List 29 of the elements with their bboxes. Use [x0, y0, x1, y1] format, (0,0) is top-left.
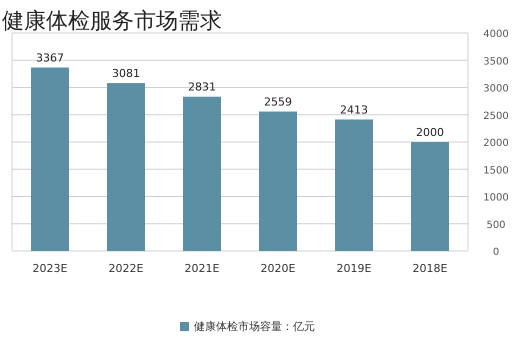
bar	[335, 119, 373, 251]
data-label: 3081	[112, 67, 140, 80]
data-label: 2559	[264, 96, 292, 109]
data-label: 3367	[36, 52, 64, 64]
x-tick-label: 2020E	[260, 262, 296, 275]
y-tick-label: 1500	[483, 165, 509, 176]
y-tick-label: 2000	[483, 138, 509, 149]
y-tick-label: 4000	[483, 29, 509, 40]
bar	[183, 96, 221, 251]
data-label: 2413	[340, 103, 368, 116]
bar	[411, 142, 449, 251]
chart-title: 健康体检服务市场需求	[2, 9, 222, 34]
data-label: 2831	[188, 80, 216, 94]
x-tick-label: 2022E	[108, 262, 144, 275]
y-tick-label: 2500	[483, 110, 509, 122]
y-tick-label: 0	[492, 247, 500, 258]
x-tick-label: 2019E	[336, 262, 372, 275]
x-tick-label: 2021E	[184, 262, 220, 275]
y-tick-label: 1000	[483, 192, 509, 204]
x-tick-label: 2023E	[32, 262, 68, 275]
y-tick-label: 3500	[483, 56, 509, 68]
y-tick-label: 500	[486, 220, 506, 231]
bar	[31, 68, 69, 251]
bar	[107, 83, 145, 251]
legend-label: 健康体检市场容量：亿元	[194, 320, 315, 333]
data-label: 2000	[416, 126, 444, 139]
y-tick-label: 3000	[483, 84, 509, 94]
bar	[259, 112, 297, 251]
x-tick-label: 2018E	[412, 262, 448, 275]
